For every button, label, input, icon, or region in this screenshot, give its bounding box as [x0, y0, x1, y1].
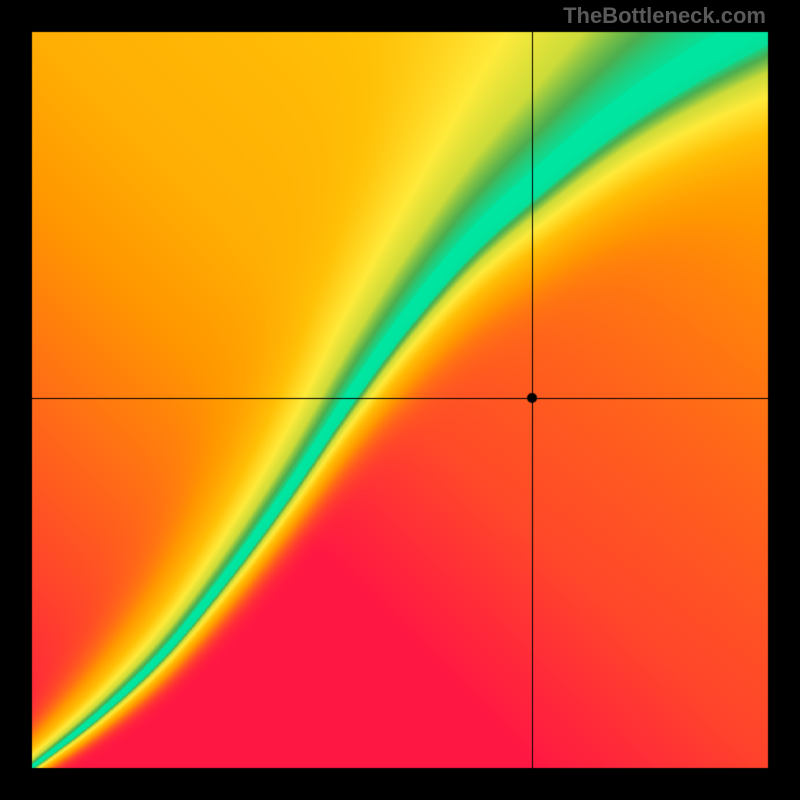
bottleneck-heatmap-canvas: [0, 0, 800, 800]
chart-container: TheBottleneck.com: [0, 0, 800, 800]
watermark-text: TheBottleneck.com: [563, 3, 766, 29]
